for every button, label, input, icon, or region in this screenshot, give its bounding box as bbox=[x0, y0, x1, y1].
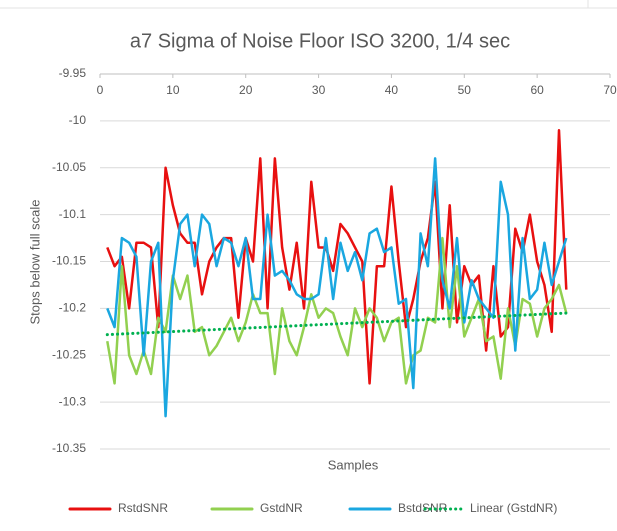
y-tick-label: -10 bbox=[69, 113, 87, 127]
legend-label: Linear (GstdNR) bbox=[470, 501, 557, 515]
series-line bbox=[106, 129, 568, 385]
x-axis-label: Samples bbox=[328, 457, 379, 472]
x-tick-label: 20 bbox=[239, 83, 253, 97]
x-tick-label: 30 bbox=[312, 83, 326, 97]
x-tick-label: 70 bbox=[603, 83, 617, 97]
y-tick-label: -10.25 bbox=[52, 347, 86, 361]
chart-title: a7 Sigma of Noise Floor ISO 3200, 1/4 se… bbox=[130, 30, 510, 52]
y-tick-label: -10.3 bbox=[59, 394, 87, 408]
series-line bbox=[106, 157, 568, 418]
x-tick-label: 40 bbox=[385, 83, 399, 97]
x-tick-label: 50 bbox=[458, 83, 472, 97]
x-tick-label: 0 bbox=[97, 83, 104, 97]
y-tick-label: -10.1 bbox=[59, 207, 87, 221]
legend-label: GstdNR bbox=[260, 501, 303, 515]
y-tick-label: -9.95 bbox=[59, 66, 87, 80]
x-tick-label: 60 bbox=[530, 83, 544, 97]
x-tick-label: 10 bbox=[166, 83, 180, 97]
y-tick-label: -10.2 bbox=[59, 301, 87, 315]
y-tick-label: -10.15 bbox=[52, 254, 86, 268]
trendline bbox=[105, 311, 568, 337]
y-axis-label: Stops below full scale bbox=[27, 199, 42, 324]
y-tick-label: -10.05 bbox=[52, 160, 86, 174]
legend-label: BstdSNR bbox=[398, 501, 448, 515]
legend-label: RstdSNR bbox=[118, 501, 168, 515]
y-tick-label: -10.35 bbox=[52, 441, 86, 455]
